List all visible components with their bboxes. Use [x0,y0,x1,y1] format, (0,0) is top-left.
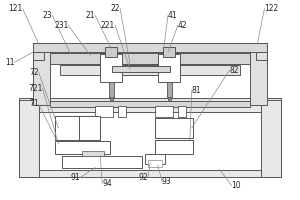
Bar [145,154,165,164]
Bar [50,53,250,64]
Bar [262,100,281,177]
Bar [155,118,193,138]
Bar [118,106,126,117]
Bar [155,140,193,154]
Text: 10: 10 [232,181,241,190]
Bar [167,82,172,98]
Bar [50,101,250,107]
Bar [95,106,113,117]
Text: 231: 231 [54,21,68,30]
Bar [250,43,268,105]
Text: 82: 82 [230,66,239,75]
Bar [148,160,162,167]
Text: 72: 72 [29,68,38,77]
Bar [155,106,173,117]
Text: 92: 92 [138,173,148,182]
Bar [110,97,113,102]
Bar [19,100,38,177]
Bar [158,54,180,82]
Bar [32,52,44,60]
Text: 94: 94 [102,179,112,188]
Bar [56,141,110,154]
Text: 22: 22 [111,4,120,13]
Bar [105,47,117,57]
Text: 21: 21 [86,11,95,20]
Bar [109,82,114,98]
Bar [38,112,262,170]
Bar [100,54,122,82]
Text: 23: 23 [43,11,52,20]
Text: 11: 11 [5,58,15,67]
Text: 42: 42 [178,21,188,30]
Text: 122: 122 [265,4,279,13]
Bar [62,156,142,168]
Bar [256,52,268,60]
Text: 121: 121 [8,4,22,13]
Text: 221: 221 [101,21,115,30]
Bar [60,65,240,75]
Text: 41: 41 [168,11,178,20]
Bar [112,66,170,72]
Text: 93: 93 [162,177,172,186]
Text: 71: 71 [29,99,38,108]
Bar [178,106,186,117]
Text: 721: 721 [28,84,43,93]
Bar [168,97,171,102]
Bar [19,170,281,177]
Bar [32,43,50,105]
Text: 81: 81 [192,86,201,95]
Text: 91: 91 [71,173,80,182]
Bar [82,151,104,156]
Bar [56,116,100,140]
Bar [19,98,281,112]
Bar [32,43,268,52]
Bar [163,47,175,57]
